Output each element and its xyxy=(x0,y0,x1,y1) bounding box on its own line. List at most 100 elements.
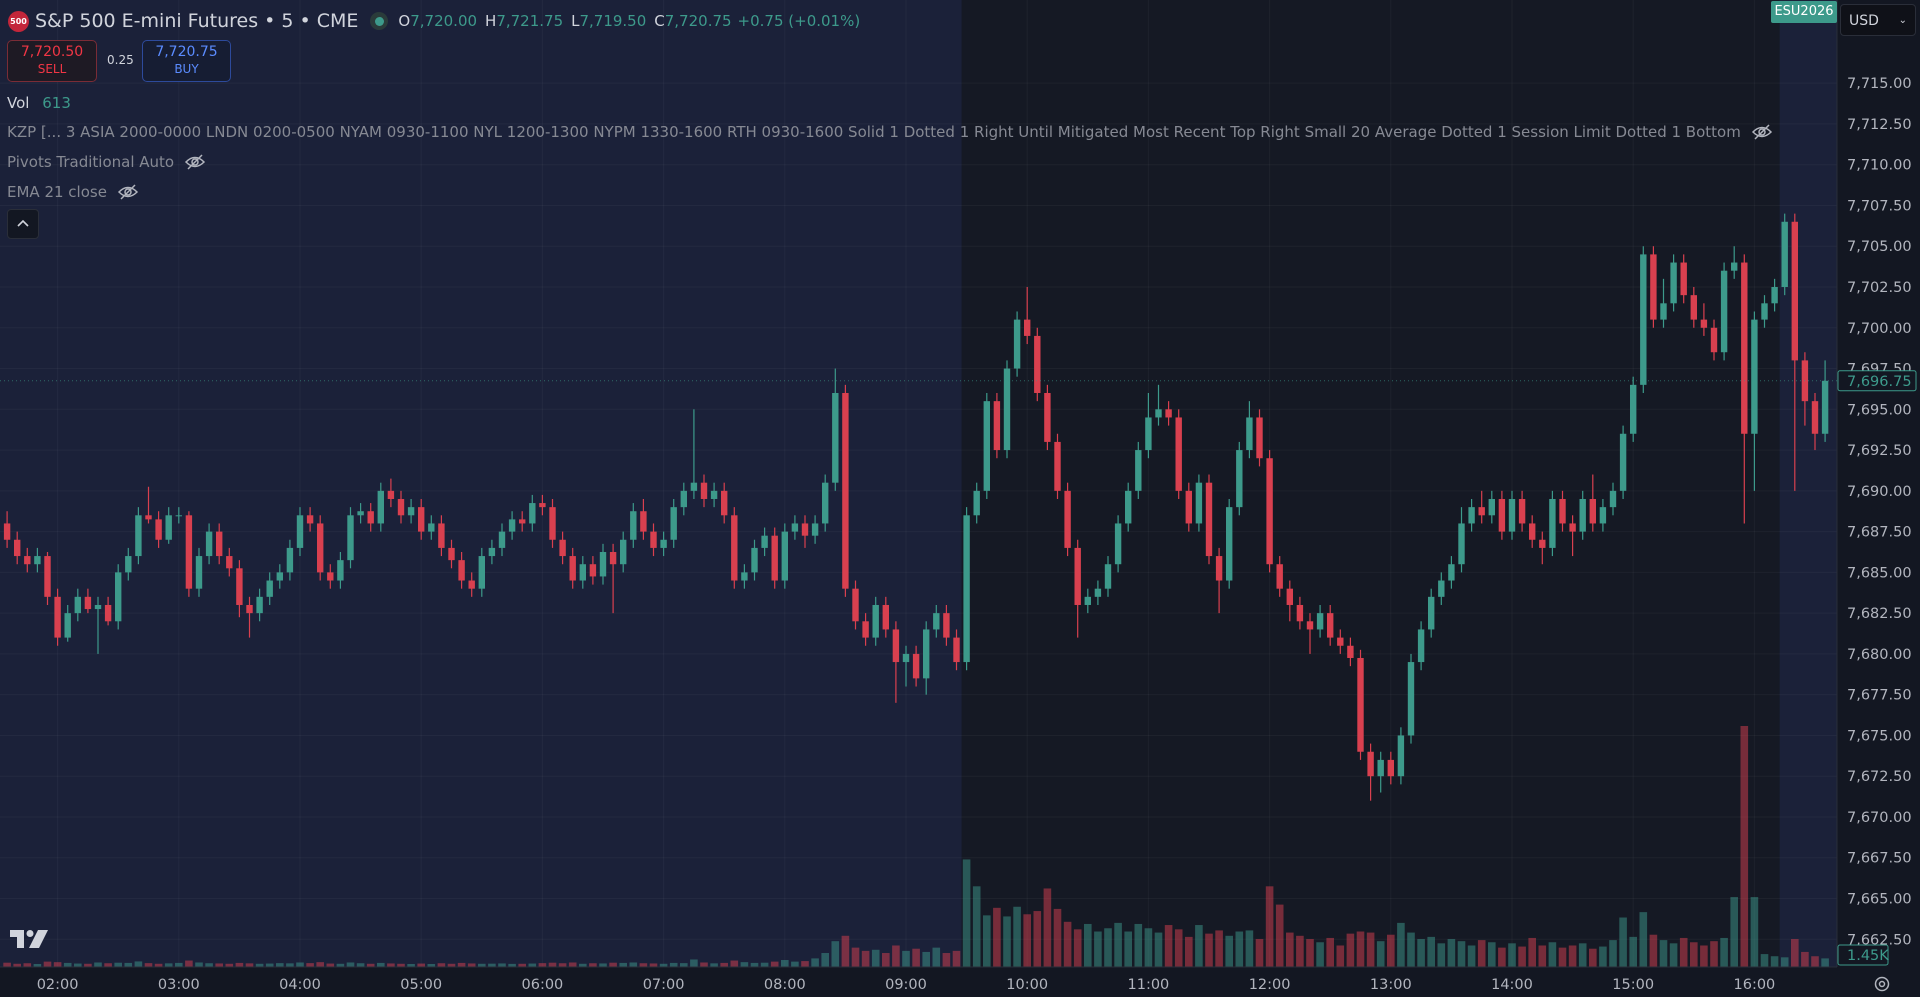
candle-body xyxy=(1034,335,1041,393)
candle-body xyxy=(216,531,223,557)
y-tick-label: 7,680.00 xyxy=(1847,647,1912,663)
volume-tag: 1.45K xyxy=(1847,948,1889,964)
hidden-icon[interactable] xyxy=(184,153,206,171)
volume-bar xyxy=(942,953,951,967)
candle-body xyxy=(1518,498,1526,524)
volume-bar xyxy=(841,935,850,967)
volume-bar xyxy=(871,949,880,967)
volume-bar xyxy=(609,962,617,967)
candle-body xyxy=(1417,629,1425,663)
sell-price: 7,720.50 xyxy=(20,44,84,60)
volume-bar xyxy=(700,962,708,967)
y-tick-label: 7,672.50 xyxy=(1847,769,1912,785)
candle-body xyxy=(1529,523,1536,540)
volume-bar xyxy=(912,948,920,967)
volume-bar xyxy=(1084,923,1092,967)
volume-bar xyxy=(1245,930,1254,967)
volume-bar xyxy=(972,886,981,967)
sell-label: SELL xyxy=(37,62,67,76)
y-tick-label: 7,690.00 xyxy=(1847,484,1912,500)
volume-bar xyxy=(892,945,900,967)
volume-bar xyxy=(134,961,143,967)
volume-bar xyxy=(225,963,234,967)
candle-body xyxy=(418,507,425,532)
volume-bar xyxy=(1801,951,1809,967)
volume-bar xyxy=(1811,956,1819,967)
candle-body xyxy=(448,547,455,561)
volume-bar xyxy=(791,961,799,967)
candle-body xyxy=(993,401,1001,451)
volume-bar xyxy=(983,915,991,967)
ohlc-value: 7,720.75 xyxy=(664,12,732,30)
volume-bar xyxy=(265,963,274,967)
collapse-button[interactable] xyxy=(7,209,39,239)
candle-body xyxy=(1337,637,1344,646)
market-status[interactable] xyxy=(370,12,389,30)
kzp-legend: KZP [... 3 ASIA 2000-0000 LNDN 0200-0500… xyxy=(7,123,1773,141)
volume-bar xyxy=(407,963,415,967)
sell-button[interactable]: 7,720.50 SELL xyxy=(7,40,97,82)
volume-bar xyxy=(1568,945,1577,967)
candle-body xyxy=(1579,498,1586,532)
candle-body xyxy=(165,515,172,540)
x-tick-label: 08:00 xyxy=(764,977,806,993)
currency: USD xyxy=(1849,13,1879,29)
volume-bar xyxy=(164,963,173,967)
volume-bar xyxy=(387,963,395,967)
candle-body xyxy=(428,523,435,532)
candle-body xyxy=(1256,417,1263,459)
ohlc-label: L xyxy=(571,12,580,30)
volume-bar xyxy=(1215,930,1223,967)
candle-body xyxy=(892,629,900,663)
volume-bar xyxy=(710,963,718,967)
volume-pane xyxy=(3,726,1829,967)
x-tick-label: 12:00 xyxy=(1249,977,1291,993)
candle-body xyxy=(296,515,304,548)
x-tick-label: 13:00 xyxy=(1370,977,1412,993)
tv-logo[interactable] xyxy=(10,928,50,952)
volume-bar xyxy=(669,962,678,967)
ohlc-value: 7,721.75 xyxy=(496,12,564,30)
x-tick-label: 06:00 xyxy=(522,977,564,993)
candle-body xyxy=(630,511,637,540)
volume-bar xyxy=(114,962,122,967)
y-tick-label: 7,665.00 xyxy=(1847,892,1912,908)
volume-bar xyxy=(1558,947,1567,967)
candle-body xyxy=(34,556,41,565)
volume-bar xyxy=(346,962,355,967)
candle-body xyxy=(660,539,667,548)
ohlc-value: 7,720.00 xyxy=(410,12,478,30)
volume-bar xyxy=(276,963,284,967)
candle-body xyxy=(64,613,71,638)
volume-bar xyxy=(720,962,728,967)
currency-dropdown[interactable]: USD ⌄ xyxy=(1840,4,1916,36)
price-tag-box xyxy=(1837,370,1917,392)
ohlc-item: L7,719.50 xyxy=(571,12,646,30)
volume-bar xyxy=(1013,906,1021,967)
y-tick-label: 7,687.50 xyxy=(1847,525,1912,541)
volume-bar xyxy=(629,962,638,967)
volume-bar xyxy=(659,963,668,967)
candle-body xyxy=(1246,417,1253,451)
y-tick-label: 7,667.50 xyxy=(1847,851,1912,867)
volume-bar xyxy=(781,960,789,967)
candle-body xyxy=(1064,490,1071,548)
buy-label: BUY xyxy=(174,62,199,76)
volume-bar xyxy=(306,963,314,967)
candle-body xyxy=(205,531,213,557)
buy-button[interactable]: 7,720.75 BUY xyxy=(142,40,231,82)
hidden-icon[interactable] xyxy=(117,183,139,201)
x-tick-label: 14:00 xyxy=(1491,977,1533,993)
candle-body xyxy=(791,523,799,532)
candle-body xyxy=(347,515,354,561)
volume-bar xyxy=(861,950,870,967)
candle-body xyxy=(246,604,253,614)
volume-tag-box xyxy=(1837,944,1889,966)
candle-body xyxy=(852,588,859,622)
volume-bar xyxy=(1174,929,1183,967)
settings-icon[interactable] xyxy=(1872,974,1892,994)
hidden-icon[interactable] xyxy=(1751,123,1773,141)
candle-body xyxy=(1761,303,1768,320)
symbol-title[interactable]: S&P 500 E-mini Futures • 5 • CME xyxy=(35,10,359,32)
volume-bar xyxy=(296,962,304,967)
